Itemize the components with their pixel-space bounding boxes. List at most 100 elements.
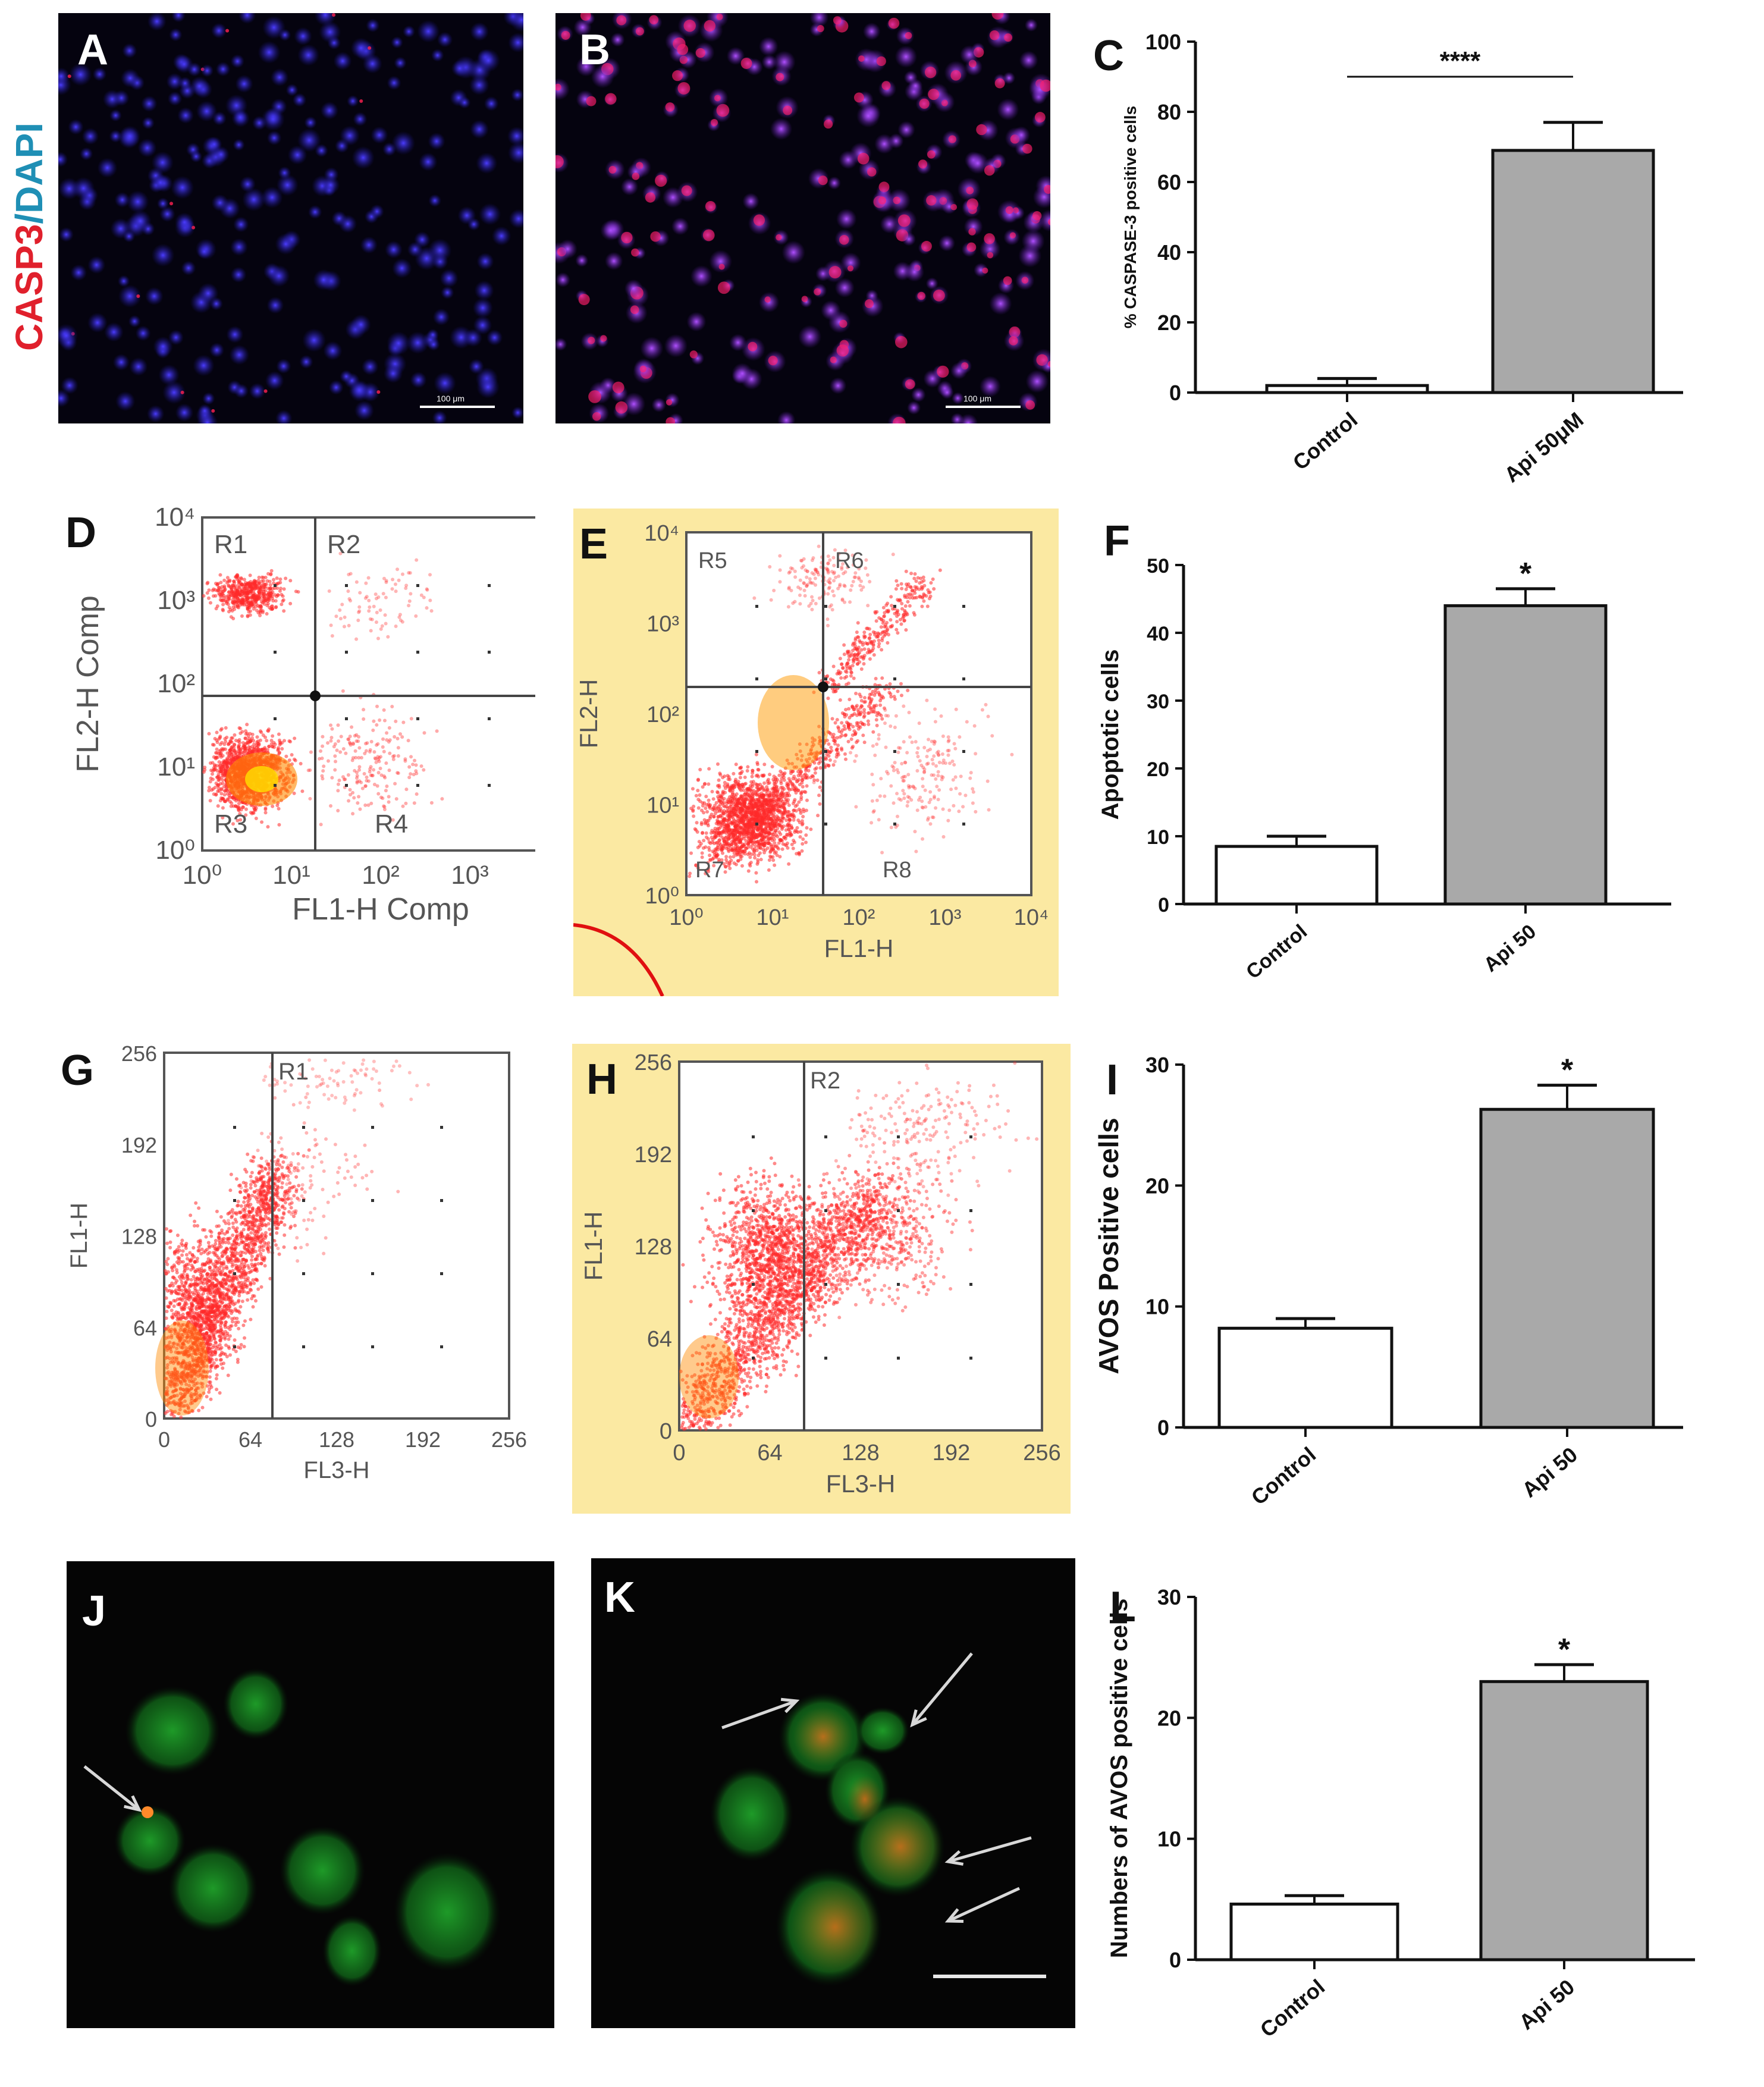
- nucleus: [662, 187, 684, 208]
- panel-i: I 0 10 20 30 AVOS Positive cells Control Api 5…: [1088, 1035, 1760, 1558]
- y-tick-label: 10²: [646, 702, 679, 727]
- panel-a-scale-bar: [420, 406, 495, 408]
- nucleus: [109, 109, 122, 122]
- y-tick-label: 0: [145, 1407, 157, 1432]
- nucleus: [1012, 126, 1031, 144]
- caspase-signal: [950, 203, 958, 211]
- grid-dot: [371, 1345, 374, 1348]
- panel-g: R1 256 192 128 64 0 0 64 128 192 256 FL3-H FL1-H G: [57, 1035, 539, 1511]
- nucleus: [507, 142, 523, 164]
- caspase-signal: [695, 48, 705, 58]
- grid-dot: [274, 717, 277, 720]
- nucleus: [470, 22, 489, 41]
- y-tick-label: 30: [1157, 1585, 1181, 1609]
- nucleus: [158, 364, 180, 386]
- scale-bar: [933, 1975, 1046, 1978]
- nucleus: [664, 334, 688, 358]
- nucleus: [265, 371, 284, 390]
- nucleus: [171, 175, 194, 199]
- caspase-signal: [580, 13, 591, 21]
- caspase-signal: [748, 341, 758, 352]
- caspase-signal: [847, 265, 854, 272]
- caspase-signal: [631, 248, 639, 257]
- caspase-signal: [917, 291, 925, 300]
- grid-dot: [416, 717, 419, 720]
- nucleus: [117, 275, 130, 287]
- panel-f: F 0 10 20 30 40 50 Apoptotic cells Control Api 5…: [1088, 511, 1760, 1035]
- x-tick-label: 256: [491, 1427, 527, 1452]
- nucleus: [491, 226, 511, 246]
- grid-dot: [302, 1272, 305, 1275]
- caspase-signal: [561, 30, 570, 40]
- nucleus: [61, 376, 79, 394]
- cell: [114, 1805, 186, 1876]
- acidic-vesicle: [847, 1775, 883, 1823]
- nucleus: [97, 158, 118, 178]
- nucleus: [181, 261, 196, 276]
- nucleus: [104, 322, 124, 342]
- y-axis-label: Numbers of AVOS positive cells: [1106, 1599, 1132, 1959]
- nucleus: [299, 354, 313, 369]
- significance-marker: ****: [1440, 46, 1481, 76]
- panel-c-label: C: [1093, 32, 1124, 80]
- nucleus: [366, 18, 380, 33]
- nucleus: [555, 337, 567, 351]
- nucleus: [827, 176, 841, 190]
- caspase-signal: [666, 399, 673, 406]
- caspase-signal: [817, 24, 824, 32]
- grid-dot: [416, 651, 419, 654]
- y-axis-label: FL2-H Comp: [71, 595, 105, 773]
- nucleus: [1019, 51, 1038, 70]
- nucleus: [239, 176, 256, 193]
- caspase-signal: [768, 356, 778, 366]
- nucleus: [175, 403, 194, 422]
- nucleus: [1024, 18, 1038, 32]
- region-label: R5: [698, 548, 727, 573]
- x-tick-label: 64: [757, 1440, 782, 1465]
- caspase-signal: [921, 241, 932, 252]
- nucleus: [440, 269, 459, 288]
- panel-b-nuclei: [555, 13, 1050, 423]
- grid-dot: [371, 1199, 374, 1202]
- nucleus: [417, 20, 440, 43]
- caspase-signal: [905, 32, 912, 39]
- nucleus: [458, 96, 471, 109]
- caspase-signal: [857, 152, 870, 165]
- nucleus: [798, 325, 822, 349]
- nucleus: [202, 392, 215, 405]
- nucleus: [874, 134, 894, 154]
- y-tick-label: 128: [635, 1235, 672, 1260]
- nucleus: [407, 241, 423, 258]
- nucleus: [575, 254, 589, 267]
- caspase-signal: [225, 29, 230, 33]
- stain-label-sep: /: [8, 213, 51, 224]
- y-axis-label: % CASPASE-3 positive cells: [1121, 106, 1140, 329]
- x-tick-label: 128: [842, 1440, 879, 1465]
- caspase-signal: [888, 17, 900, 29]
- y-tick-label: 40: [1147, 623, 1169, 645]
- nucleus: [141, 95, 158, 112]
- nucleus: [114, 192, 130, 208]
- red-arc: [573, 923, 664, 997]
- y-tick-label: 80: [1157, 100, 1181, 124]
- caspase-signal: [555, 83, 561, 91]
- grid-dot: [488, 717, 491, 720]
- y-tick-label: 20: [1157, 1706, 1181, 1730]
- caspase-signal: [937, 365, 949, 378]
- panel-l-label: L: [1110, 1583, 1136, 1631]
- nucleus: [651, 397, 666, 413]
- nucleus: [773, 51, 796, 74]
- stain-label: CASP3/DAPI: [7, 123, 51, 351]
- caspase-signal: [612, 381, 624, 394]
- panel-h-label: H: [586, 1056, 617, 1103]
- caspase-signal: [645, 192, 656, 203]
- nucleus: [211, 194, 229, 212]
- caspase-signal: [592, 412, 601, 421]
- x-tick-label: 10⁰: [183, 861, 222, 890]
- nucleus: [166, 73, 183, 90]
- caspase-signal: [833, 16, 842, 25]
- caspase-signal: [649, 15, 659, 25]
- nucleus: [761, 54, 777, 70]
- nucleus: [177, 107, 194, 124]
- bar-1: [1491, 149, 1655, 394]
